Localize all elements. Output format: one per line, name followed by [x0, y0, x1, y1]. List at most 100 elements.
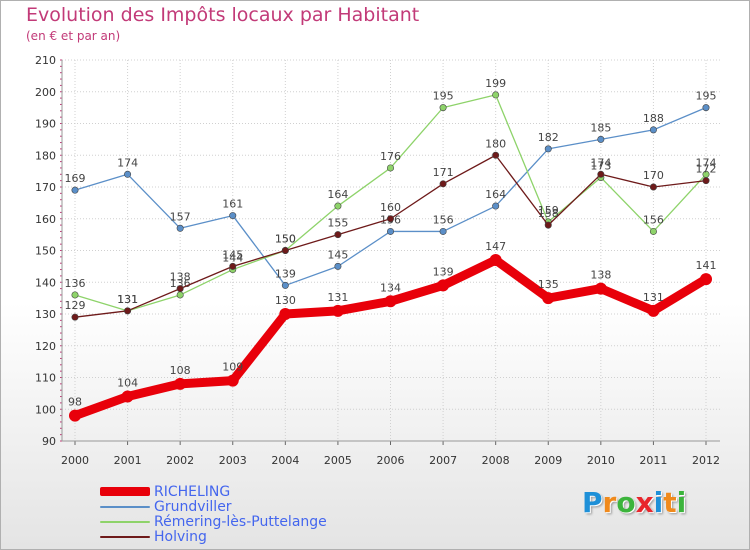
- data-label: 174: [117, 156, 138, 169]
- data-point: [124, 307, 132, 315]
- data-point: [281, 247, 289, 255]
- x-tick-label: 2005: [324, 454, 352, 467]
- x-tick-label: 2011: [639, 454, 667, 467]
- y-tick-label: 160: [35, 213, 56, 226]
- data-label: 131: [117, 293, 138, 306]
- logo-letter: r: [602, 486, 617, 519]
- data-point: [594, 282, 607, 295]
- data-point: [544, 145, 552, 153]
- y-tick-label: 120: [35, 340, 56, 353]
- data-label: 98: [68, 396, 82, 409]
- legend-label: Grundviller: [154, 498, 232, 515]
- x-tick-label: 2006: [377, 454, 405, 467]
- chart-legend: RICHELING Grundviller Rémering-lès-Puttela…: [100, 484, 327, 544]
- data-point: [176, 224, 184, 232]
- data-label: 131: [643, 291, 664, 304]
- chart-title: Evolution des Impôts locaux par Habitant: [26, 4, 420, 26]
- x-tick-label: 2007: [429, 454, 457, 467]
- data-point: [649, 183, 657, 191]
- x-tick-label: 2010: [587, 454, 615, 467]
- data-point: [279, 308, 292, 320]
- data-point: [386, 164, 394, 172]
- data-point: [597, 170, 605, 178]
- y-tick-label: 200: [35, 86, 56, 99]
- data-label: 157: [170, 210, 191, 223]
- data-point: [702, 104, 710, 112]
- data-point: [649, 126, 657, 134]
- logo-letter: i: [676, 486, 687, 519]
- data-point: [700, 273, 712, 286]
- data-point: [492, 91, 500, 99]
- data-label: 161: [222, 198, 243, 211]
- logo-letter: i: [653, 486, 664, 519]
- y-tick-label: 150: [35, 245, 56, 258]
- data-point: [176, 285, 184, 293]
- data-label: 155: [327, 217, 348, 230]
- data-label: 130: [275, 294, 296, 307]
- legend-item: Holving: [100, 529, 327, 544]
- x-tick-label: 2001: [114, 454, 142, 467]
- legend-item: Grundviller: [100, 499, 327, 514]
- legend-swatch: [100, 535, 150, 538]
- data-label: 108: [170, 364, 191, 377]
- data-point: [386, 227, 394, 235]
- x-tick-label: 2003: [219, 454, 247, 467]
- data-point: [281, 281, 289, 289]
- data-label: 158: [538, 207, 559, 220]
- data-point: [121, 390, 134, 403]
- data-point: [334, 262, 342, 270]
- legend-label: RICHELING: [154, 483, 231, 500]
- data-label: 174: [590, 156, 611, 169]
- logo-letter: o: [616, 486, 636, 519]
- data-label: 145: [222, 248, 243, 261]
- legend-item: Rémering-lès-Puttelange: [100, 514, 327, 529]
- data-point: [174, 377, 187, 390]
- data-point: [647, 304, 660, 317]
- data-label: 134: [380, 281, 401, 294]
- legend-item: RICHELING: [100, 484, 327, 499]
- data-point: [334, 202, 342, 210]
- data-label: 164: [485, 188, 506, 201]
- data-point: [71, 291, 79, 299]
- x-tick-label: 2009: [534, 454, 562, 467]
- data-point: [229, 262, 237, 270]
- data-label: 129: [65, 299, 86, 312]
- series-richeling: 98 104 108 109 130 131 134 139 147 135 138 131 141: [68, 240, 717, 422]
- data-label: 188: [643, 112, 664, 125]
- data-label: 138: [590, 269, 611, 282]
- data-point: [489, 254, 502, 267]
- data-point: [439, 104, 447, 112]
- data-point: [437, 279, 450, 292]
- data-label: 172: [696, 163, 717, 176]
- data-label: 150: [275, 233, 296, 246]
- data-point: [71, 313, 79, 321]
- data-point: [384, 295, 397, 308]
- data-label: 104: [117, 377, 138, 390]
- data-label: 199: [485, 77, 506, 90]
- data-label: 131: [117, 293, 138, 306]
- data-label: 180: [485, 137, 506, 150]
- logo-letter: P: [582, 486, 603, 519]
- x-tick-label: 2004: [271, 454, 299, 467]
- data-label: 185: [590, 121, 611, 134]
- y-tick-label: 140: [35, 276, 56, 289]
- data-label: 139: [275, 267, 296, 280]
- data-label: 160: [380, 201, 401, 214]
- chart-subtitle: (en € et par an): [26, 29, 121, 43]
- data-label: 176: [380, 150, 401, 163]
- data-label: 169: [65, 172, 86, 185]
- data-point: [492, 202, 500, 210]
- data-label: 136: [65, 277, 86, 290]
- data-point: [69, 409, 81, 422]
- data-label: 171: [433, 166, 454, 179]
- y-tick-label: 170: [35, 181, 56, 194]
- data-label: 145: [327, 248, 348, 261]
- data-point: [702, 177, 710, 185]
- data-point: [229, 212, 237, 220]
- data-point: [542, 292, 555, 305]
- data-label: 156: [433, 213, 454, 226]
- x-tick-label: 2008: [482, 454, 510, 467]
- data-point: [492, 151, 500, 159]
- x-tick-label: 2012: [692, 454, 720, 467]
